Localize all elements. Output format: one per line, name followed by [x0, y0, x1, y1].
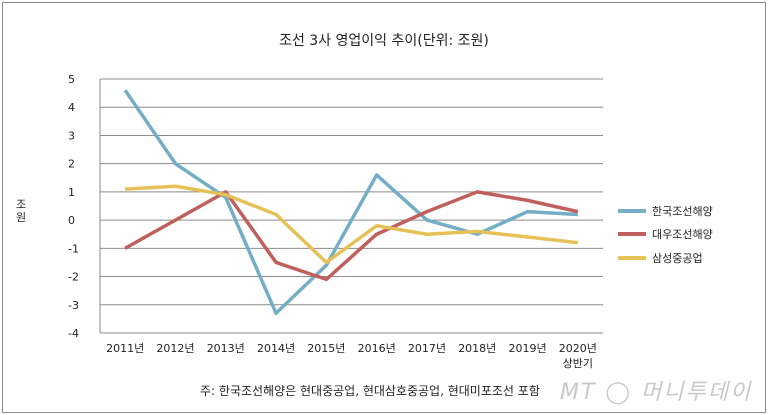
- legend-label: 삼성중공업: [652, 252, 703, 265]
- x-tick-label: 2020년: [559, 342, 597, 355]
- y-axis-label: 조원: [15, 198, 27, 224]
- legend-label: 대우조선해양: [652, 228, 713, 241]
- y-tick-label: -4: [68, 327, 79, 340]
- x-tick-label: 2015년: [307, 342, 345, 355]
- y-tick-label: -1: [68, 242, 79, 255]
- x-tick-label: 2011년: [106, 342, 144, 355]
- series-line: [125, 184, 579, 265]
- legend-item: 한국조선해양: [618, 203, 713, 219]
- y-tick-label: 5: [68, 73, 75, 86]
- legend-item: 삼성중공업: [618, 250, 703, 266]
- legend-swatch: [618, 256, 646, 260]
- footnote: 주: 한국조선해양은 현대중공업, 현대삼호중공업, 현대미포조선 포함: [200, 384, 540, 398]
- y-tick-label: -3: [68, 299, 79, 312]
- y-tick-label: 4: [68, 101, 75, 114]
- chart-title: 조선 3사 영업이익 추이(단위: 조원): [279, 33, 489, 49]
- x-tick-label: 2012년: [156, 342, 194, 355]
- y-tick-label: 0: [68, 214, 75, 227]
- series-line: [124, 190, 579, 282]
- y-tick-label: 2: [68, 158, 75, 171]
- y-tick-label: 3: [68, 129, 75, 142]
- watermark-logo: MT ◯ 머니투데이: [560, 380, 753, 405]
- y-tick-label: 1: [68, 186, 75, 199]
- series-line: [123, 89, 578, 315]
- y-tick-label: -2: [68, 271, 79, 284]
- legend-item: 대우조선해양: [618, 226, 713, 242]
- x-tick-label: 2019년: [508, 342, 546, 355]
- x-tick-label: 상반기: [563, 357, 593, 370]
- x-tick-label: 2016년: [358, 342, 396, 355]
- x-tick-label: 2014년: [257, 342, 295, 355]
- legend-label: 한국조선해양: [652, 205, 713, 218]
- x-tick-label: 2017년: [408, 342, 446, 355]
- legend-swatch: [618, 232, 646, 236]
- legend-swatch: [618, 209, 646, 213]
- x-tick-label: 2013년: [207, 342, 245, 355]
- x-tick-label: 2018년: [458, 342, 496, 355]
